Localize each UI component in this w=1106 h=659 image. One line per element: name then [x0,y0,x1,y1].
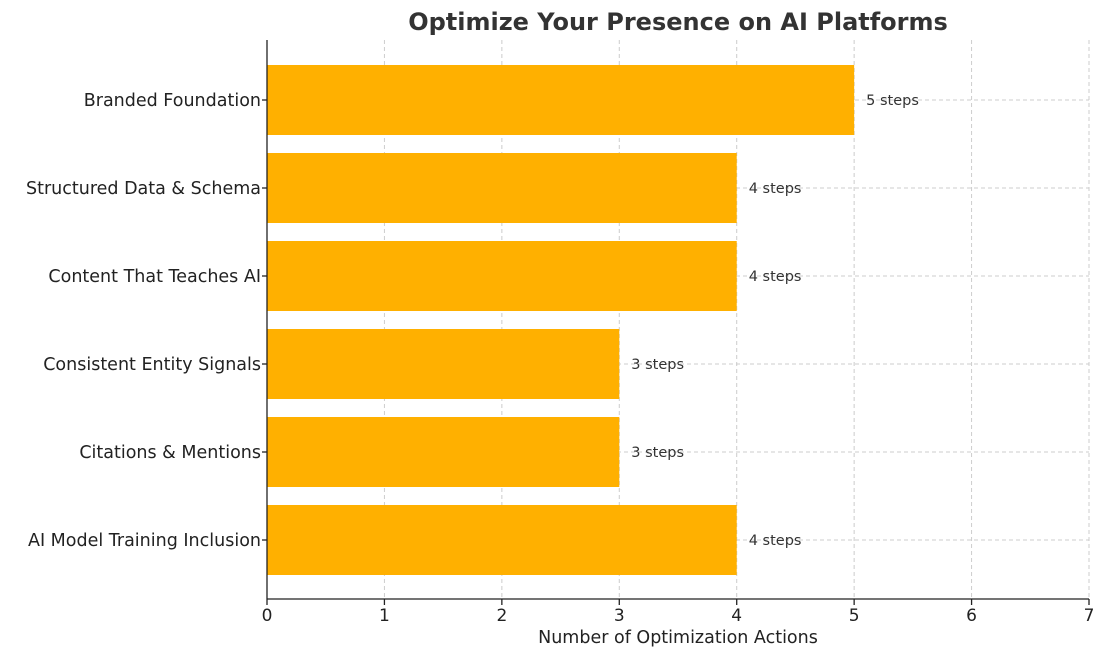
bar [267,329,620,399]
x-tick-label: 2 [496,606,507,626]
x-tick-label: 1 [379,606,390,626]
x-tick-label: 4 [731,606,742,626]
bar-data-label: 4 steps [749,181,802,197]
bar-data-label: 5 steps [866,93,919,109]
bar [267,241,737,311]
axes: 0 1 2 3 4 5 6 7 [262,40,1095,626]
x-tick-label: 6 [966,606,977,626]
bar [267,65,855,135]
x-tick-label: 5 [849,606,860,626]
x-tick-label: 0 [262,606,273,626]
bar-data-label: 4 steps [749,533,802,549]
bar [267,417,620,487]
bar [267,153,737,223]
category-label: Consistent Entity Signals [43,355,261,375]
bar-data-label: 4 steps [749,269,802,285]
category-label: Content That Teaches AI [48,267,261,287]
category-label: Structured Data & Schema [26,179,261,199]
category-label: AI Model Training Inclusion [28,531,261,551]
x-axis-title: Number of Optimization Actions [538,628,818,648]
x-tick-label: 3 [614,606,625,626]
chart-title: Optimize Your Presence on AI Platforms [408,8,948,36]
bar-data-label: 3 steps [631,357,684,373]
labels: 5 steps Branded Foundation 4 steps Structur… [26,91,919,551]
bar [267,505,737,575]
x-tick-label: 7 [1084,606,1095,626]
bars [267,65,855,575]
category-label: Citations & Mentions [79,443,261,463]
bar-data-label: 3 steps [631,445,684,461]
category-label: Branded Foundation [84,91,261,111]
